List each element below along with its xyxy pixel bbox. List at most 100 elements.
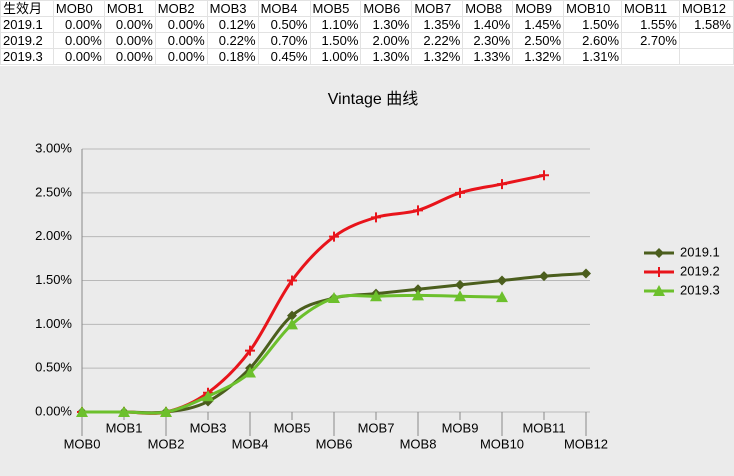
table-cell: MOB11 (621, 0, 680, 17)
table-cell: MOB1 (103, 0, 156, 17)
point (371, 212, 381, 223)
table-cell: 2.00% (360, 32, 413, 49)
table-cell: 0.50% (257, 16, 311, 33)
table-cell: MOB4 (257, 0, 311, 17)
point (370, 290, 382, 302)
table-cell: 1.32% (512, 48, 565, 65)
y-tick-label: 1.50% (35, 272, 72, 287)
table-cell: 生效月 (0, 0, 54, 17)
y-tick-label: 2.50% (35, 184, 72, 199)
x-tick-label: MOB7 (358, 420, 395, 435)
point (455, 279, 465, 290)
table-cell (678, 32, 734, 49)
y-tick-label: 2.00% (35, 228, 72, 243)
legend-label: 2019.1 (680, 244, 720, 259)
table-cell: 0.70% (257, 32, 311, 49)
x-tick-label: MOB3 (190, 420, 227, 435)
table-cell: MOB5 (309, 0, 362, 17)
point (654, 267, 664, 277)
table-cell: 0.45% (257, 48, 311, 65)
table-cell: 1.50% (563, 16, 623, 33)
legend-label: 2019.3 (680, 282, 720, 297)
table-row: 2019.1 0.00% 0.00% 0.00% 0.12% 0.50% 1.10% 1.30… (0, 16, 734, 33)
x-tick-label: MOB11 (522, 420, 565, 435)
table-cell: MOB9 (512, 0, 565, 17)
table-cell: 2.70% (621, 32, 680, 49)
table-cell: 1.00% (309, 48, 362, 65)
point (286, 318, 298, 330)
point (412, 289, 424, 301)
x-tick-label: MOB8 (400, 436, 437, 451)
table-cell: MOB2 (154, 0, 208, 17)
table-cell: MOB7 (411, 0, 464, 17)
table-cell: 0.00% (103, 48, 156, 65)
table-cell: 2.50% (512, 32, 565, 49)
table-cell: 2.30% (462, 32, 514, 49)
table-cell: 1.32% (411, 48, 464, 65)
point (202, 390, 214, 402)
point (455, 187, 465, 198)
table-cell: 0.00% (154, 32, 208, 49)
point (497, 179, 507, 190)
point (245, 345, 255, 356)
table-cell: 1.35% (411, 16, 464, 33)
table-cell: 1.33% (462, 48, 514, 65)
data-table: 生效月 MOB0 MOB1 MOB2 MOB3 MOB4 MOB5 MOB6 MOB7 MOB8 M… (0, 0, 734, 65)
table-cell: 0.22% (206, 32, 259, 49)
x-tick-label: MOB10 (480, 436, 524, 451)
point (244, 366, 256, 378)
point (287, 275, 297, 286)
x-tick-label: MOB5 (274, 420, 311, 435)
table-cell: 1.45% (512, 16, 565, 33)
table-cell: 0.12% (206, 16, 259, 33)
point (118, 406, 130, 417)
point (413, 284, 423, 295)
x-tick-label: MOB2 (148, 436, 185, 451)
table-cell: 0.00% (52, 48, 105, 65)
table-cell: 1.30% (360, 16, 413, 33)
table-cell: 2.60% (563, 32, 623, 49)
table-cell: 1.40% (462, 16, 514, 33)
point (581, 268, 591, 279)
point (328, 292, 340, 304)
x-tick-label: MOB9 (442, 420, 479, 435)
y-tick-label: 0.50% (35, 360, 72, 375)
table-cell: 1.58% (678, 16, 734, 33)
table-cell: 2019.2 (0, 32, 54, 49)
y-tick-label: 0.00% (35, 403, 72, 418)
table-cell: 2.22% (411, 32, 464, 49)
table-cell: 1.30% (360, 48, 413, 65)
point (76, 406, 88, 417)
table-cell: MOB6 (360, 0, 413, 17)
chart-title: Vintage 曲线 (328, 90, 418, 108)
table-cell: 2019.1 (0, 16, 54, 33)
table-cell: 0.00% (52, 16, 105, 33)
table-cell: MOB8 (462, 0, 514, 17)
point (497, 275, 507, 286)
table-cell: 2019.3 (0, 48, 54, 65)
table-row: 2019.2 0.00% 0.00% 0.00% 0.22% 0.70% 1.50% 2.00… (0, 32, 734, 49)
table-cell: 1.31% (563, 48, 623, 65)
x-tick-label: MOB6 (316, 436, 353, 451)
x-tick-label: MOB4 (232, 436, 269, 451)
table-cell: 1.55% (621, 16, 680, 33)
point (454, 290, 466, 302)
table-cell: 1.10% (309, 16, 362, 33)
table-cell: 0.00% (154, 48, 208, 65)
chart: Vintage 曲线 0.00% 0.50% 1.00% 1.50% 2.00% 2.50… (0, 66, 734, 476)
y-tick-label: 3.00% (35, 140, 72, 155)
point (653, 285, 665, 296)
y-tick-label: 1.00% (35, 316, 72, 331)
point (539, 271, 549, 282)
table-cell: 0.00% (103, 32, 156, 49)
table-cell: MOB0 (52, 0, 105, 17)
header-row: 生效月 MOB0 MOB1 MOB2 MOB3 MOB4 MOB5 MOB6 MOB7 MOB8 M… (0, 0, 734, 17)
table-cell: 0.18% (206, 48, 259, 65)
table-cell (678, 48, 734, 65)
table-cell: 0.00% (154, 16, 208, 33)
legend-label: 2019.2 (680, 263, 720, 278)
series-line (82, 173, 545, 415)
point (160, 406, 172, 417)
point (413, 205, 423, 216)
